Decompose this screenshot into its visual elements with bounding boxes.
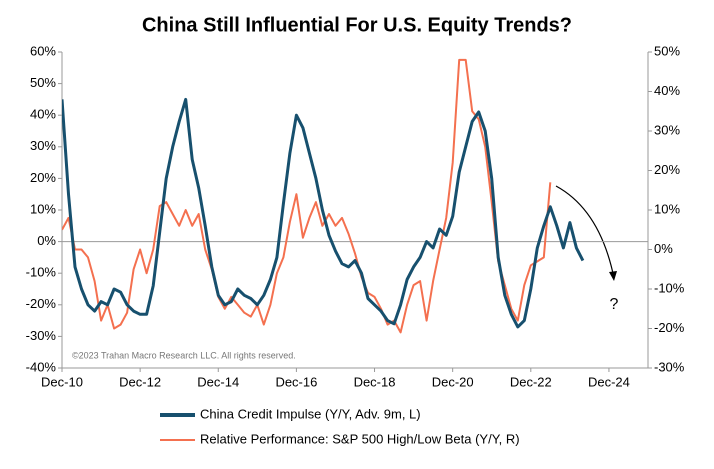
x-tick-label: Dec-22 [510, 374, 552, 389]
x-tick-label: Dec-18 [354, 374, 396, 389]
y2-tick-label: 0% [654, 241, 673, 256]
y2-tick-label: 50% [654, 43, 680, 58]
y2-tick-label: 40% [654, 83, 680, 98]
legend-label: Relative Performance: S&P 500 High/Low B… [200, 431, 520, 446]
series-line [62, 58, 552, 334]
series-line [62, 97, 585, 329]
x-tick-label: Dec-10 [41, 374, 83, 389]
y-tick-label: 10% [30, 201, 56, 216]
arrow [555, 185, 615, 279]
y2-tick-label: 10% [654, 201, 680, 216]
y-tick-label: -10% [26, 265, 57, 280]
y-tick-label: 50% [30, 75, 56, 90]
y-tick-label: 40% [30, 107, 56, 122]
chart-title: China Still Influential For U.S. Equity … [142, 14, 572, 36]
y-tick-label: 60% [30, 43, 56, 58]
x-tick-label: Dec-12 [119, 374, 161, 389]
x-tick-label: Dec-20 [432, 374, 474, 389]
y2-tick-label: -10% [654, 280, 685, 295]
y-tick-label: 0% [37, 233, 56, 248]
y2-tick-label: 30% [654, 122, 680, 137]
copyright: ©2023 Trahan Macro Research LLC. All rig… [72, 350, 296, 360]
x-tick-label: Dec-24 [588, 374, 630, 389]
x-tick-label: Dec-16 [275, 374, 317, 389]
y-tick-label: 30% [30, 138, 56, 153]
x-tick-label: Dec-14 [197, 374, 239, 389]
y2-tick-label: -20% [654, 320, 685, 335]
y2-tick-label: 20% [654, 162, 680, 177]
annotation: ? [610, 296, 619, 313]
arrow-head [609, 271, 617, 281]
legend-label: China Credit Impulse (Y/Y, Adv. 9m, L) [200, 406, 421, 421]
y2-tick-label: -30% [654, 359, 685, 374]
y-tick-label: 20% [30, 170, 56, 185]
y-tick-label: -40% [26, 359, 57, 374]
y-tick-label: -30% [26, 328, 57, 343]
y-tick-label: -20% [26, 296, 57, 311]
